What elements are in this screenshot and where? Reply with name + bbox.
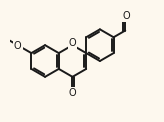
Text: O: O [69, 88, 76, 98]
Text: O: O [122, 11, 130, 21]
Text: O: O [14, 41, 22, 51]
Text: O: O [69, 38, 76, 48]
